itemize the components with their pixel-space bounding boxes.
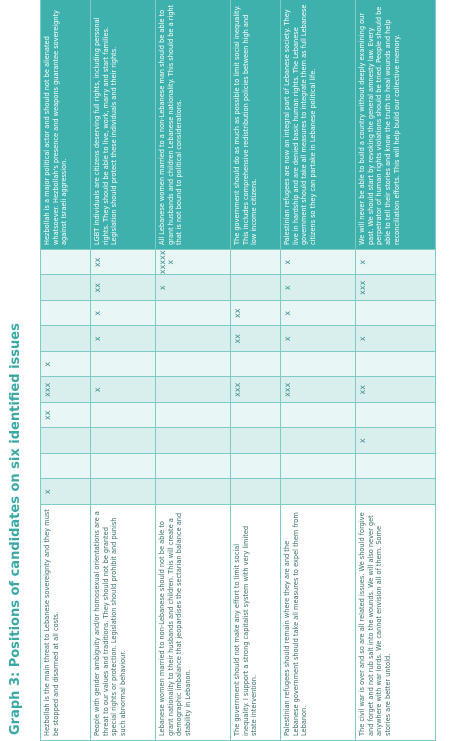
right-statement: Palestinian refugees are now an integral… (280, 0, 356, 250)
issue-row: The government should not make any effor… (230, 0, 281, 741)
mark-cell: x (40, 479, 91, 505)
mark-cell (155, 479, 231, 505)
mark-cell: x (40, 351, 91, 377)
left-statement: Hezbollah is the main threat to Lebanese… (40, 504, 91, 741)
mark-cell: x (280, 300, 356, 326)
left-statement: Palestinian refugees should remain where… (280, 504, 356, 741)
mark-cell: x (355, 249, 436, 275)
mark-cell (280, 351, 356, 377)
mark-cell: x (90, 326, 156, 352)
mark-cell (90, 479, 156, 505)
mark-cell (230, 428, 281, 454)
left-statement: The civil war is over and so are all rel… (355, 504, 436, 741)
mark-cell (230, 402, 281, 428)
mark-cell: xxx (230, 377, 281, 403)
mark-cell: xx (230, 300, 281, 326)
issue-row: The civil war is over and so are all rel… (355, 0, 436, 741)
mark-cell: xxxxxx (155, 249, 231, 275)
left-statement: The government should not make any effor… (230, 504, 281, 741)
mark-cell (230, 479, 281, 505)
right-statement: Hezbollah is a major political actor and… (40, 0, 91, 250)
mark-cell: x (280, 249, 356, 275)
mark-cell: x (90, 377, 156, 403)
mark-cell: xx (40, 402, 91, 428)
mark-cell (355, 300, 436, 326)
mark-cell (40, 428, 91, 454)
mark-cell (155, 300, 231, 326)
mark-cell (230, 351, 281, 377)
mark-cell (90, 453, 156, 479)
issue-row: Hezbollah is the main threat to Lebanese… (40, 0, 91, 741)
mark-cell: xxx (40, 377, 91, 403)
mark-cell: x (155, 275, 231, 301)
mark-cell (40, 453, 91, 479)
mark-cell: xx (355, 377, 436, 403)
mark-cell (40, 326, 91, 352)
mark-cell (155, 326, 231, 352)
right-statement: We will never be able to build a country… (355, 0, 436, 250)
mark-cell (40, 300, 91, 326)
mark-cell (90, 402, 156, 428)
mark-cell: x (90, 300, 156, 326)
right-statement: All Lebanese women married to a non-Leba… (155, 0, 231, 250)
mark-cell: x (355, 428, 436, 454)
mark-cell (40, 249, 91, 275)
mark-cell: xxx (355, 275, 436, 301)
mark-cell (230, 249, 281, 275)
mark-cell: x (280, 326, 356, 352)
left-statement: Lebanese women married to non-Lebanese s… (155, 504, 231, 741)
mark-cell (155, 377, 231, 403)
mark-cell (155, 351, 231, 377)
mark-cell: xx (90, 275, 156, 301)
mark-cell: x (280, 275, 356, 301)
mark-cell (355, 402, 436, 428)
mark-cell (355, 351, 436, 377)
issue-row: Lebanese women married to non-Lebanese s… (155, 0, 231, 741)
mark-cell (40, 275, 91, 301)
mark-cell (90, 428, 156, 454)
mark-cell (90, 351, 156, 377)
positions-table: Hezbollah is the main threat to Lebanese… (40, 0, 436, 741)
mark-cell (355, 479, 436, 505)
mark-cell (230, 275, 281, 301)
mark-cell (155, 402, 231, 428)
mark-cell: x (355, 326, 436, 352)
mark-cell (280, 428, 356, 454)
mark-cell (280, 453, 356, 479)
right-statement: The government should do as much as poss… (230, 0, 281, 250)
issue-row: Palestinian refugees should remain where… (280, 0, 356, 741)
mark-cell: xx (90, 249, 156, 275)
title: Graph 3: Positions of candidates on six … (8, 323, 23, 735)
mark-cell: xxx (280, 377, 356, 403)
mark-cell (155, 453, 231, 479)
left-statement: People with gender ambiguity and/or homo… (90, 504, 156, 741)
mark-cell (155, 428, 231, 454)
issue-row: People with gender ambiguity and/or homo… (90, 0, 156, 741)
right-statement: LGBT individuals are citizens deserving … (90, 0, 156, 250)
mark-cell (280, 402, 356, 428)
mark-cell (355, 453, 436, 479)
mark-cell: xx (230, 326, 281, 352)
mark-cell (230, 453, 281, 479)
mark-cell (280, 479, 356, 505)
